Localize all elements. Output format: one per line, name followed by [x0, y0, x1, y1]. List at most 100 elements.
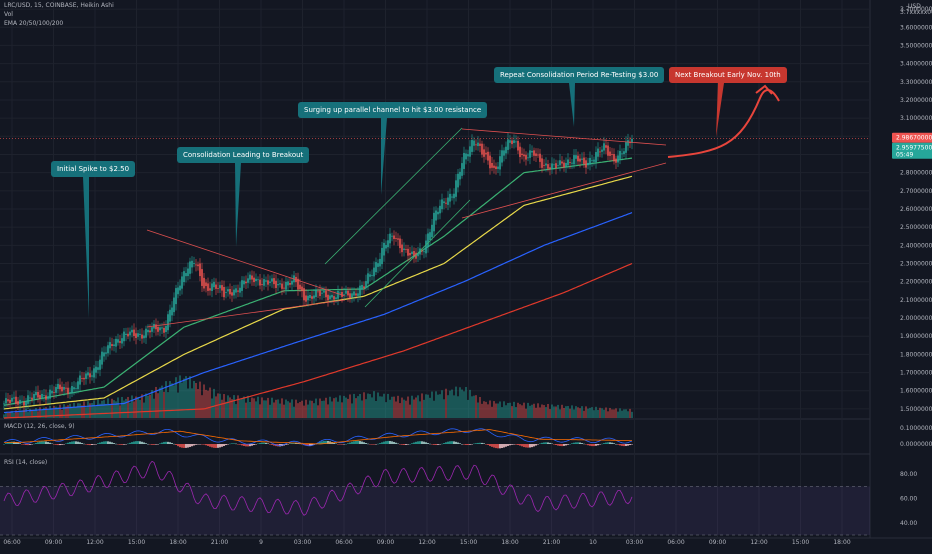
- volume-bar: [219, 393, 221, 418]
- macd-bar: [549, 442, 551, 444]
- volume-bar: [415, 397, 417, 418]
- candle: [325, 290, 327, 298]
- candle: [613, 154, 615, 162]
- candle: [467, 154, 469, 157]
- macd-bar: [373, 444, 375, 445]
- volume-bar: [17, 412, 19, 418]
- projection-arrowhead: [755, 84, 773, 95]
- volume-bar: [411, 395, 413, 418]
- candle: [571, 162, 573, 164]
- price-tick-label: 2.70000000: [900, 188, 932, 195]
- volume-bar: [95, 406, 97, 418]
- volume-bar: [319, 398, 321, 418]
- macd-bar: [587, 444, 589, 446]
- macd-bar: [455, 441, 457, 444]
- candle: [49, 389, 51, 399]
- macd-bar: [539, 443, 541, 444]
- volume-bar: [279, 403, 281, 418]
- volume-bar: [33, 409, 35, 418]
- macd-bar: [579, 442, 581, 444]
- trendline: [461, 162, 667, 219]
- candle: [417, 253, 419, 257]
- time-tick-label: 18:00: [501, 539, 518, 546]
- volume-bar: [257, 396, 259, 418]
- callout-pointer: [716, 83, 724, 137]
- macd-bar: [237, 444, 239, 445]
- candle: [235, 288, 237, 293]
- volume-bar: [55, 406, 57, 418]
- volume-bar: [597, 409, 599, 418]
- macd-bar: [85, 444, 87, 445]
- rsi-tick-label: 80.00: [900, 471, 917, 478]
- volume-bar: [505, 405, 507, 418]
- volume-bar: [405, 400, 407, 418]
- callout-next-breakout: Next Breakout Early Nov. 10th: [669, 67, 787, 83]
- price-tick-label: 3.60000000: [900, 24, 932, 31]
- macd-bar: [187, 444, 189, 448]
- volume-bar: [269, 404, 271, 418]
- candle: [185, 273, 187, 277]
- macd-bar: [181, 444, 183, 448]
- candle: [621, 153, 623, 155]
- macd-bar: [169, 442, 171, 444]
- candle: [287, 281, 289, 286]
- volume-bar: [581, 406, 583, 418]
- macd-bar: [541, 442, 543, 444]
- volume-bar: [593, 410, 595, 418]
- macd-bar: [529, 444, 531, 448]
- currency-label: USD: [908, 3, 921, 10]
- macd-bar: [355, 440, 357, 444]
- volume-bar: [465, 386, 467, 418]
- macd-bar: [289, 443, 291, 444]
- macd-bar: [361, 441, 363, 444]
- macd-bar: [559, 444, 561, 447]
- volume-bar: [133, 401, 135, 418]
- volume-bar: [59, 404, 61, 418]
- volume-bar: [321, 400, 323, 418]
- candle: [77, 381, 79, 390]
- macd-bar: [481, 442, 483, 444]
- candle: [567, 159, 569, 166]
- volume-bar: [395, 401, 397, 418]
- candle: [171, 307, 173, 316]
- macd-bar: [385, 441, 387, 444]
- candle: [373, 267, 375, 277]
- volume-bar: [523, 402, 525, 418]
- macd-bar: [73, 441, 75, 444]
- macd-bar: [535, 444, 537, 446]
- candle: [195, 264, 197, 266]
- volume-bar: [445, 388, 447, 418]
- callout-surging: Surging up parallel channel to hit $3.00…: [298, 102, 488, 118]
- macd-bar: [211, 444, 213, 448]
- time-tick-label: 03:00: [626, 539, 643, 546]
- time-tick-label: 15:00: [128, 539, 145, 546]
- macd-bar: [69, 442, 71, 444]
- vol-label: Vol: [4, 11, 13, 18]
- macd-bar: [391, 441, 393, 444]
- volume-bar: [277, 399, 279, 418]
- volume-bar: [495, 403, 497, 418]
- macd-bar: [569, 443, 571, 445]
- volume-bar: [239, 399, 241, 418]
- macd-bar: [119, 444, 121, 445]
- candle: [611, 154, 613, 155]
- candle: [375, 262, 377, 273]
- ema-label: EMA 20/50/100/200: [4, 20, 64, 27]
- candle: [305, 295, 307, 302]
- volume-bar: [537, 403, 539, 418]
- macd-bar: [107, 441, 109, 444]
- volume-bar: [447, 395, 449, 418]
- price-tick-label: 2.60000000: [900, 206, 932, 213]
- candle: [259, 279, 261, 286]
- volume-bar: [237, 395, 239, 418]
- candle: [447, 197, 449, 205]
- volume-bar: [471, 396, 473, 418]
- candle: [241, 280, 243, 291]
- candle: [495, 166, 497, 170]
- macd-bar: [393, 441, 395, 444]
- candle: [425, 240, 427, 254]
- candle: [619, 150, 621, 160]
- macd-bar: [299, 443, 301, 445]
